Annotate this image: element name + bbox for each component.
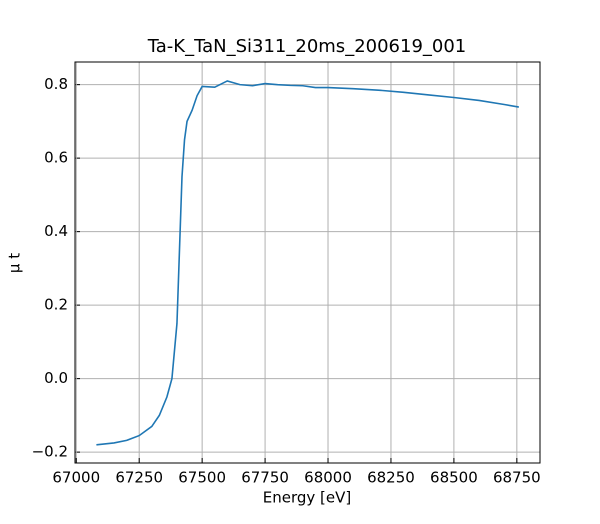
x-tick-label: 68250: [367, 469, 415, 487]
data-line: [96, 80, 519, 446]
y-tick-label: 0.6: [44, 149, 68, 167]
x-tick-label: 68000: [304, 469, 352, 487]
y-tick-label: −0.2: [32, 443, 68, 461]
y-tick-label: 0.2: [44, 296, 68, 314]
y-tick-label: 0.0: [44, 369, 68, 387]
y-tick-label: 0.4: [44, 222, 68, 240]
x-tick-label: 67500: [178, 469, 226, 487]
x-tick-label: 68750: [493, 469, 541, 487]
chart-title: Ta-K_TaN_Si311_20ms_200619_001: [147, 36, 467, 57]
x-tick-label: 67250: [115, 469, 163, 487]
x-tick-label: 67750: [241, 469, 289, 487]
x-tick-label: 67000: [52, 469, 100, 487]
y-axis-label: μ t: [6, 253, 24, 273]
plot-frame: [74, 61, 541, 464]
x-axis-label: Energy [eV]: [263, 489, 351, 507]
x-tick-label: 68500: [430, 469, 478, 487]
y-tick-label: 0.8: [44, 75, 68, 93]
